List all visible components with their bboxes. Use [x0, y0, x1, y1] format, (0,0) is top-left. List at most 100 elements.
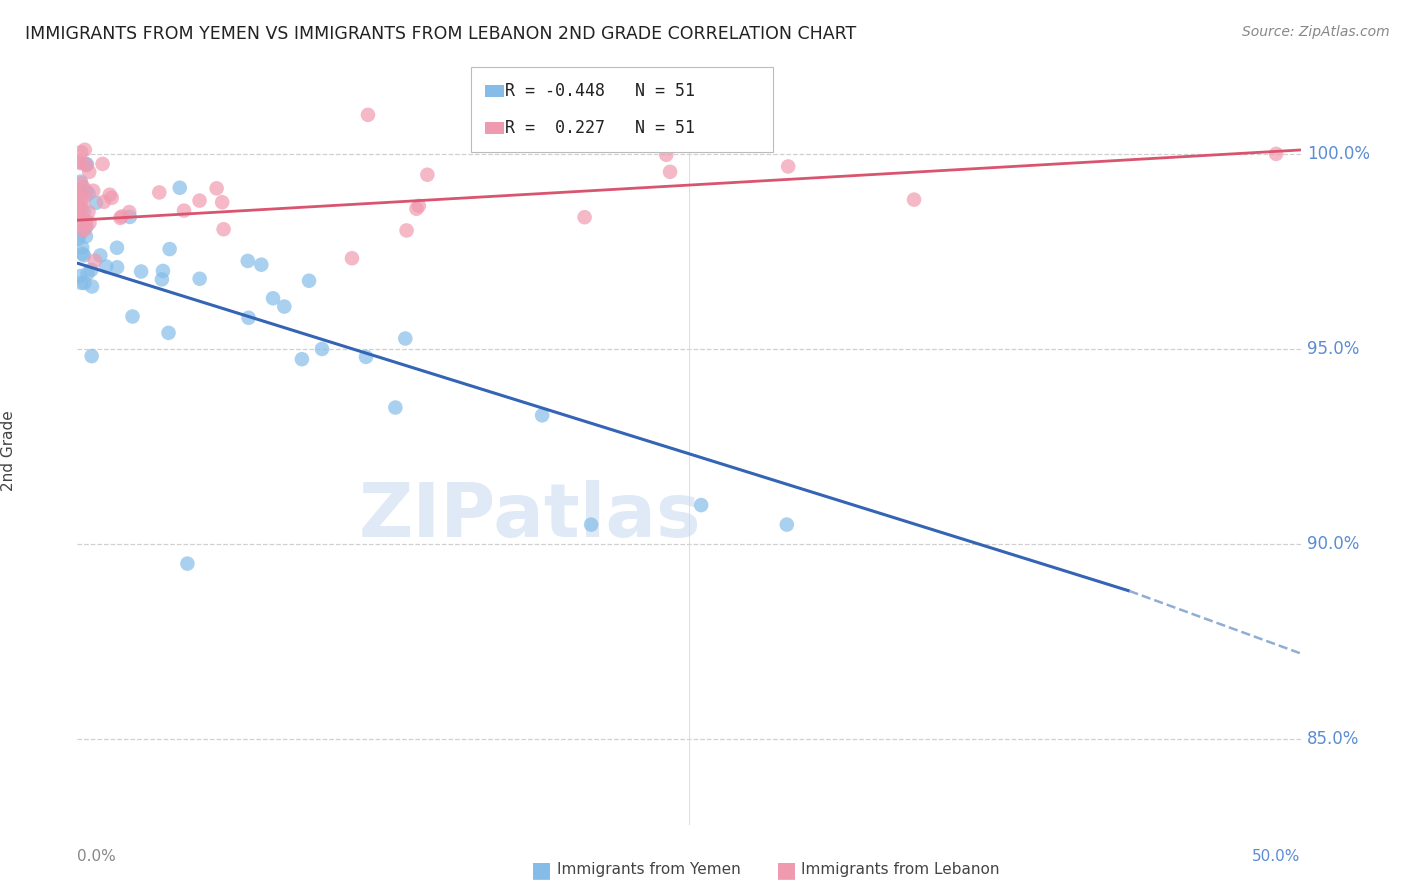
Text: ZIPatlas: ZIPatlas: [359, 480, 702, 553]
Point: [273, 300, 295, 314]
Point: [405, 202, 427, 216]
Point: [69, 205, 91, 219]
Point: [73, 248, 96, 262]
Point: [291, 352, 314, 367]
Text: Source: ZipAtlas.com: Source: ZipAtlas.com: [1241, 25, 1389, 39]
Point: [77, 204, 100, 219]
Point: [67, 211, 90, 226]
Point: [79, 216, 101, 230]
Point: [357, 108, 380, 122]
Point: [100, 191, 122, 205]
Point: [73, 191, 96, 205]
Point: [188, 271, 211, 285]
Text: 0.0%: 0.0%: [77, 848, 117, 863]
Point: [776, 517, 799, 532]
Point: [1265, 146, 1288, 161]
Point: [73, 276, 96, 290]
Point: [77, 186, 100, 201]
Point: [76, 267, 98, 281]
Point: [84, 195, 107, 210]
Point: [110, 211, 132, 225]
Point: [531, 409, 554, 423]
Text: 50.0%: 50.0%: [1253, 848, 1301, 863]
Point: [690, 498, 713, 512]
Point: [176, 557, 198, 571]
Point: [80, 262, 103, 277]
Point: [70, 145, 93, 160]
Point: [188, 194, 211, 208]
Point: [70, 176, 93, 190]
Point: [152, 264, 174, 278]
Point: [75, 229, 97, 244]
Point: [298, 274, 321, 288]
Point: [75, 214, 97, 228]
Text: 95.0%: 95.0%: [1306, 340, 1360, 358]
Point: [77, 165, 100, 179]
Point: [69, 187, 91, 202]
Point: [76, 219, 98, 234]
Point: [89, 248, 111, 262]
Point: [83, 253, 105, 268]
Point: [93, 194, 115, 209]
Point: [105, 260, 128, 275]
Point: [394, 331, 416, 345]
Point: [238, 310, 260, 325]
Point: [98, 187, 121, 202]
Point: [384, 401, 406, 415]
Text: Immigrants from Yemen: Immigrants from Yemen: [557, 863, 741, 877]
Point: [67, 192, 90, 206]
Point: [72, 246, 94, 260]
Point: [75, 221, 97, 235]
Point: [80, 279, 103, 293]
Text: 90.0%: 90.0%: [1306, 535, 1360, 553]
Point: [169, 180, 191, 194]
Point: [75, 156, 97, 170]
Point: [250, 258, 273, 272]
Point: [659, 165, 682, 179]
Text: IMMIGRANTS FROM YEMEN VS IMMIGRANTS FROM LEBANON 2ND GRADE CORRELATION CHART: IMMIGRANTS FROM YEMEN VS IMMIGRANTS FROM…: [25, 25, 856, 43]
Point: [105, 241, 128, 255]
Point: [579, 517, 602, 532]
Point: [66, 155, 89, 169]
Point: [173, 203, 195, 218]
Point: [73, 143, 96, 157]
Text: ■: ■: [776, 860, 797, 880]
Text: ■: ■: [531, 860, 553, 880]
Point: [903, 193, 925, 207]
Point: [236, 254, 259, 268]
Point: [408, 199, 430, 213]
Point: [340, 252, 363, 266]
Text: 2nd Grade: 2nd Grade: [1, 410, 17, 491]
Point: [67, 232, 90, 246]
Point: [76, 157, 98, 171]
Point: [70, 193, 93, 207]
Text: 100.0%: 100.0%: [1306, 145, 1369, 163]
Point: [111, 210, 134, 224]
Point: [148, 186, 170, 200]
Point: [205, 181, 228, 195]
Point: [150, 272, 173, 286]
Point: [80, 349, 103, 363]
Point: [70, 186, 93, 201]
Point: [129, 264, 152, 278]
Text: R = -0.448   N = 51: R = -0.448 N = 51: [505, 82, 695, 100]
Point: [655, 147, 678, 161]
Point: [66, 204, 89, 219]
Point: [73, 204, 96, 219]
Point: [118, 210, 141, 224]
Text: Immigrants from Lebanon: Immigrants from Lebanon: [801, 863, 1000, 877]
Point: [91, 157, 114, 171]
Point: [69, 175, 91, 189]
Point: [159, 242, 181, 256]
Point: [262, 291, 284, 305]
Text: 85.0%: 85.0%: [1306, 731, 1360, 748]
Point: [574, 210, 596, 224]
Point: [67, 227, 90, 242]
Point: [75, 184, 97, 198]
Point: [211, 195, 233, 210]
Point: [118, 205, 141, 219]
Point: [70, 213, 93, 227]
Text: R =  0.227   N = 51: R = 0.227 N = 51: [505, 119, 695, 136]
Point: [75, 158, 97, 172]
Point: [69, 268, 91, 283]
